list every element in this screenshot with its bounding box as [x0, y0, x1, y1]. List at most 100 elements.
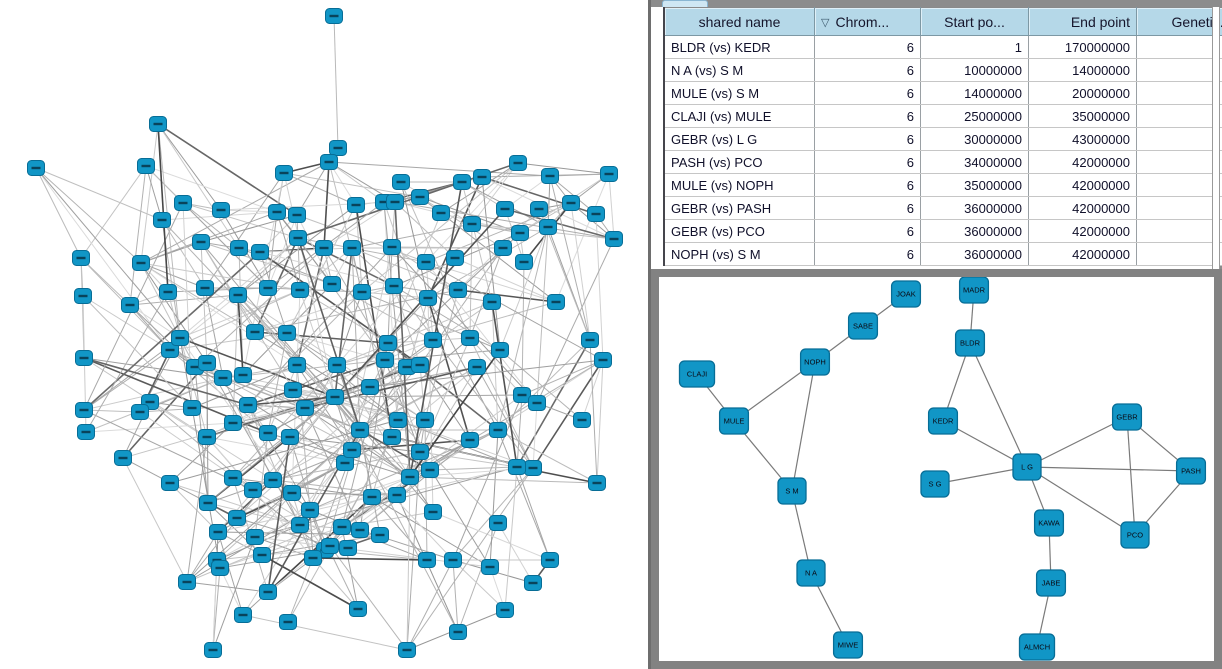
network-node[interactable]: [234, 367, 252, 383]
network-node[interactable]: [325, 8, 343, 24]
network-node[interactable]: [541, 552, 559, 568]
network-node[interactable]: [496, 602, 514, 618]
network-node[interactable]: [461, 330, 479, 346]
table-cell[interactable]: 34000000: [920, 150, 1029, 174]
network-node[interactable]: [483, 294, 501, 310]
network-node[interactable]: [508, 459, 526, 475]
large-network-canvas[interactable]: [0, 0, 648, 669]
network-node[interactable]: [600, 166, 618, 182]
table-cell[interactable]: 6: [814, 58, 921, 82]
column-header-shared-name[interactable]: shared name: [664, 7, 815, 36]
table-row[interactable]: MULE (vs) S M614000000200000007.5: [664, 81, 1222, 105]
network-node[interactable]: [541, 168, 559, 184]
table-cell[interactable]: 8.4: [1136, 219, 1222, 243]
network-node-s-g[interactable]: S G: [920, 470, 950, 498]
network-node[interactable]: [524, 460, 542, 476]
table-cell[interactable]: 6: [814, 150, 921, 174]
column-header-end-point[interactable]: End point: [1028, 7, 1137, 36]
network-node[interactable]: [268, 204, 286, 220]
network-node-n-a[interactable]: N A: [796, 559, 826, 587]
network-node[interactable]: [588, 475, 606, 491]
network-node[interactable]: [446, 250, 464, 266]
network-node[interactable]: [121, 297, 139, 313]
network-node[interactable]: [376, 352, 394, 368]
table-cell[interactable]: MULE (vs) NOPH: [664, 173, 815, 197]
network-node[interactable]: [398, 642, 416, 658]
network-node[interactable]: [539, 219, 557, 235]
table-cell[interactable]: BLDR (vs) KEDR: [664, 35, 815, 59]
network-node-s-m[interactable]: S M: [777, 477, 807, 505]
network-node[interactable]: [416, 412, 434, 428]
table-cell[interactable]: CLAJI (vs) MULE: [664, 104, 815, 128]
network-node[interactable]: [351, 422, 369, 438]
network-node[interactable]: [259, 425, 277, 441]
network-node[interactable]: [149, 116, 167, 132]
network-node[interactable]: [288, 207, 306, 223]
network-node[interactable]: [230, 240, 248, 256]
table-cell[interactable]: 170000000: [1028, 35, 1137, 59]
table-cell[interactable]: 6: [814, 219, 921, 243]
network-node[interactable]: [343, 240, 361, 256]
network-node[interactable]: [244, 482, 262, 498]
network-node-miwe[interactable]: MIWE: [832, 631, 864, 659]
network-node[interactable]: [411, 444, 429, 460]
network-node[interactable]: [389, 412, 407, 428]
network-node[interactable]: [383, 239, 401, 255]
network-node[interactable]: [159, 284, 177, 300]
network-node[interactable]: [246, 529, 264, 545]
network-node[interactable]: [489, 515, 507, 531]
network-edge[interactable]: [1026, 416, 1128, 468]
network-node-madr[interactable]: MADR: [958, 277, 990, 304]
table-cell[interactable]: 35000000: [1028, 104, 1137, 128]
network-node[interactable]: [473, 169, 491, 185]
network-edge[interactable]: [969, 342, 1028, 468]
network-node-claji[interactable]: CLAJI: [678, 360, 716, 388]
table-cell[interactable]: 6: [814, 173, 921, 197]
network-node[interactable]: [75, 350, 93, 366]
network-node[interactable]: [494, 240, 512, 256]
network-node[interactable]: [449, 624, 467, 640]
network-node[interactable]: [489, 422, 507, 438]
network-node[interactable]: [72, 250, 90, 266]
network-edge[interactable]: [791, 490, 812, 574]
network-node[interactable]: [224, 415, 242, 431]
network-node[interactable]: [605, 231, 623, 247]
table-cell[interactable]: GEBR (vs) L G: [664, 127, 815, 151]
table-cell[interactable]: 6: [814, 35, 921, 59]
network-node[interactable]: [547, 294, 565, 310]
table-cell[interactable]: 36000000: [920, 196, 1029, 220]
table-cell[interactable]: 36000000: [920, 219, 1029, 243]
network-node[interactable]: [246, 324, 264, 340]
network-node[interactable]: [264, 472, 282, 488]
network-node[interactable]: [198, 429, 216, 445]
network-node[interactable]: [153, 212, 171, 228]
network-node[interactable]: [449, 282, 467, 298]
network-node[interactable]: [229, 287, 247, 303]
table-cell[interactable]: 10.5: [1136, 173, 1222, 197]
network-node[interactable]: [291, 517, 309, 533]
network-node[interactable]: [424, 332, 442, 348]
network-node-almch[interactable]: ALMCH: [1018, 633, 1056, 661]
network-node-jabe[interactable]: JABE: [1035, 569, 1067, 597]
network-node[interactable]: [363, 489, 381, 505]
network-node[interactable]: [562, 195, 580, 211]
table-cell[interactable]: 42000000: [1028, 242, 1137, 266]
network-edge[interactable]: [934, 466, 1028, 485]
column-header-chrom-[interactable]: ▽ Chrom...: [814, 7, 921, 36]
network-node[interactable]: [515, 254, 533, 270]
table-cell[interactable]: 42000000: [1028, 173, 1137, 197]
table-cell[interactable]: 16.9: [1136, 127, 1222, 151]
network-node[interactable]: [289, 230, 307, 246]
network-node[interactable]: [283, 485, 301, 501]
network-node[interactable]: [594, 352, 612, 368]
table-cell[interactable]: 35000000: [920, 173, 1029, 197]
table-cell[interactable]: 9.9: [1136, 242, 1222, 266]
table-cell[interactable]: 14000000: [1028, 58, 1137, 82]
table-row[interactable]: BLDR (vs) KEDR61170000000192.0: [664, 35, 1222, 59]
table-cell[interactable]: 1: [920, 35, 1029, 59]
network-node[interactable]: [326, 389, 344, 405]
table-row[interactable]: MULE (vs) NOPH6350000004200000010.5: [664, 173, 1222, 197]
network-node[interactable]: [77, 424, 95, 440]
table-cell[interactable]: N A (vs) S M: [664, 58, 815, 82]
network-node-pash[interactable]: PASH: [1175, 457, 1207, 485]
